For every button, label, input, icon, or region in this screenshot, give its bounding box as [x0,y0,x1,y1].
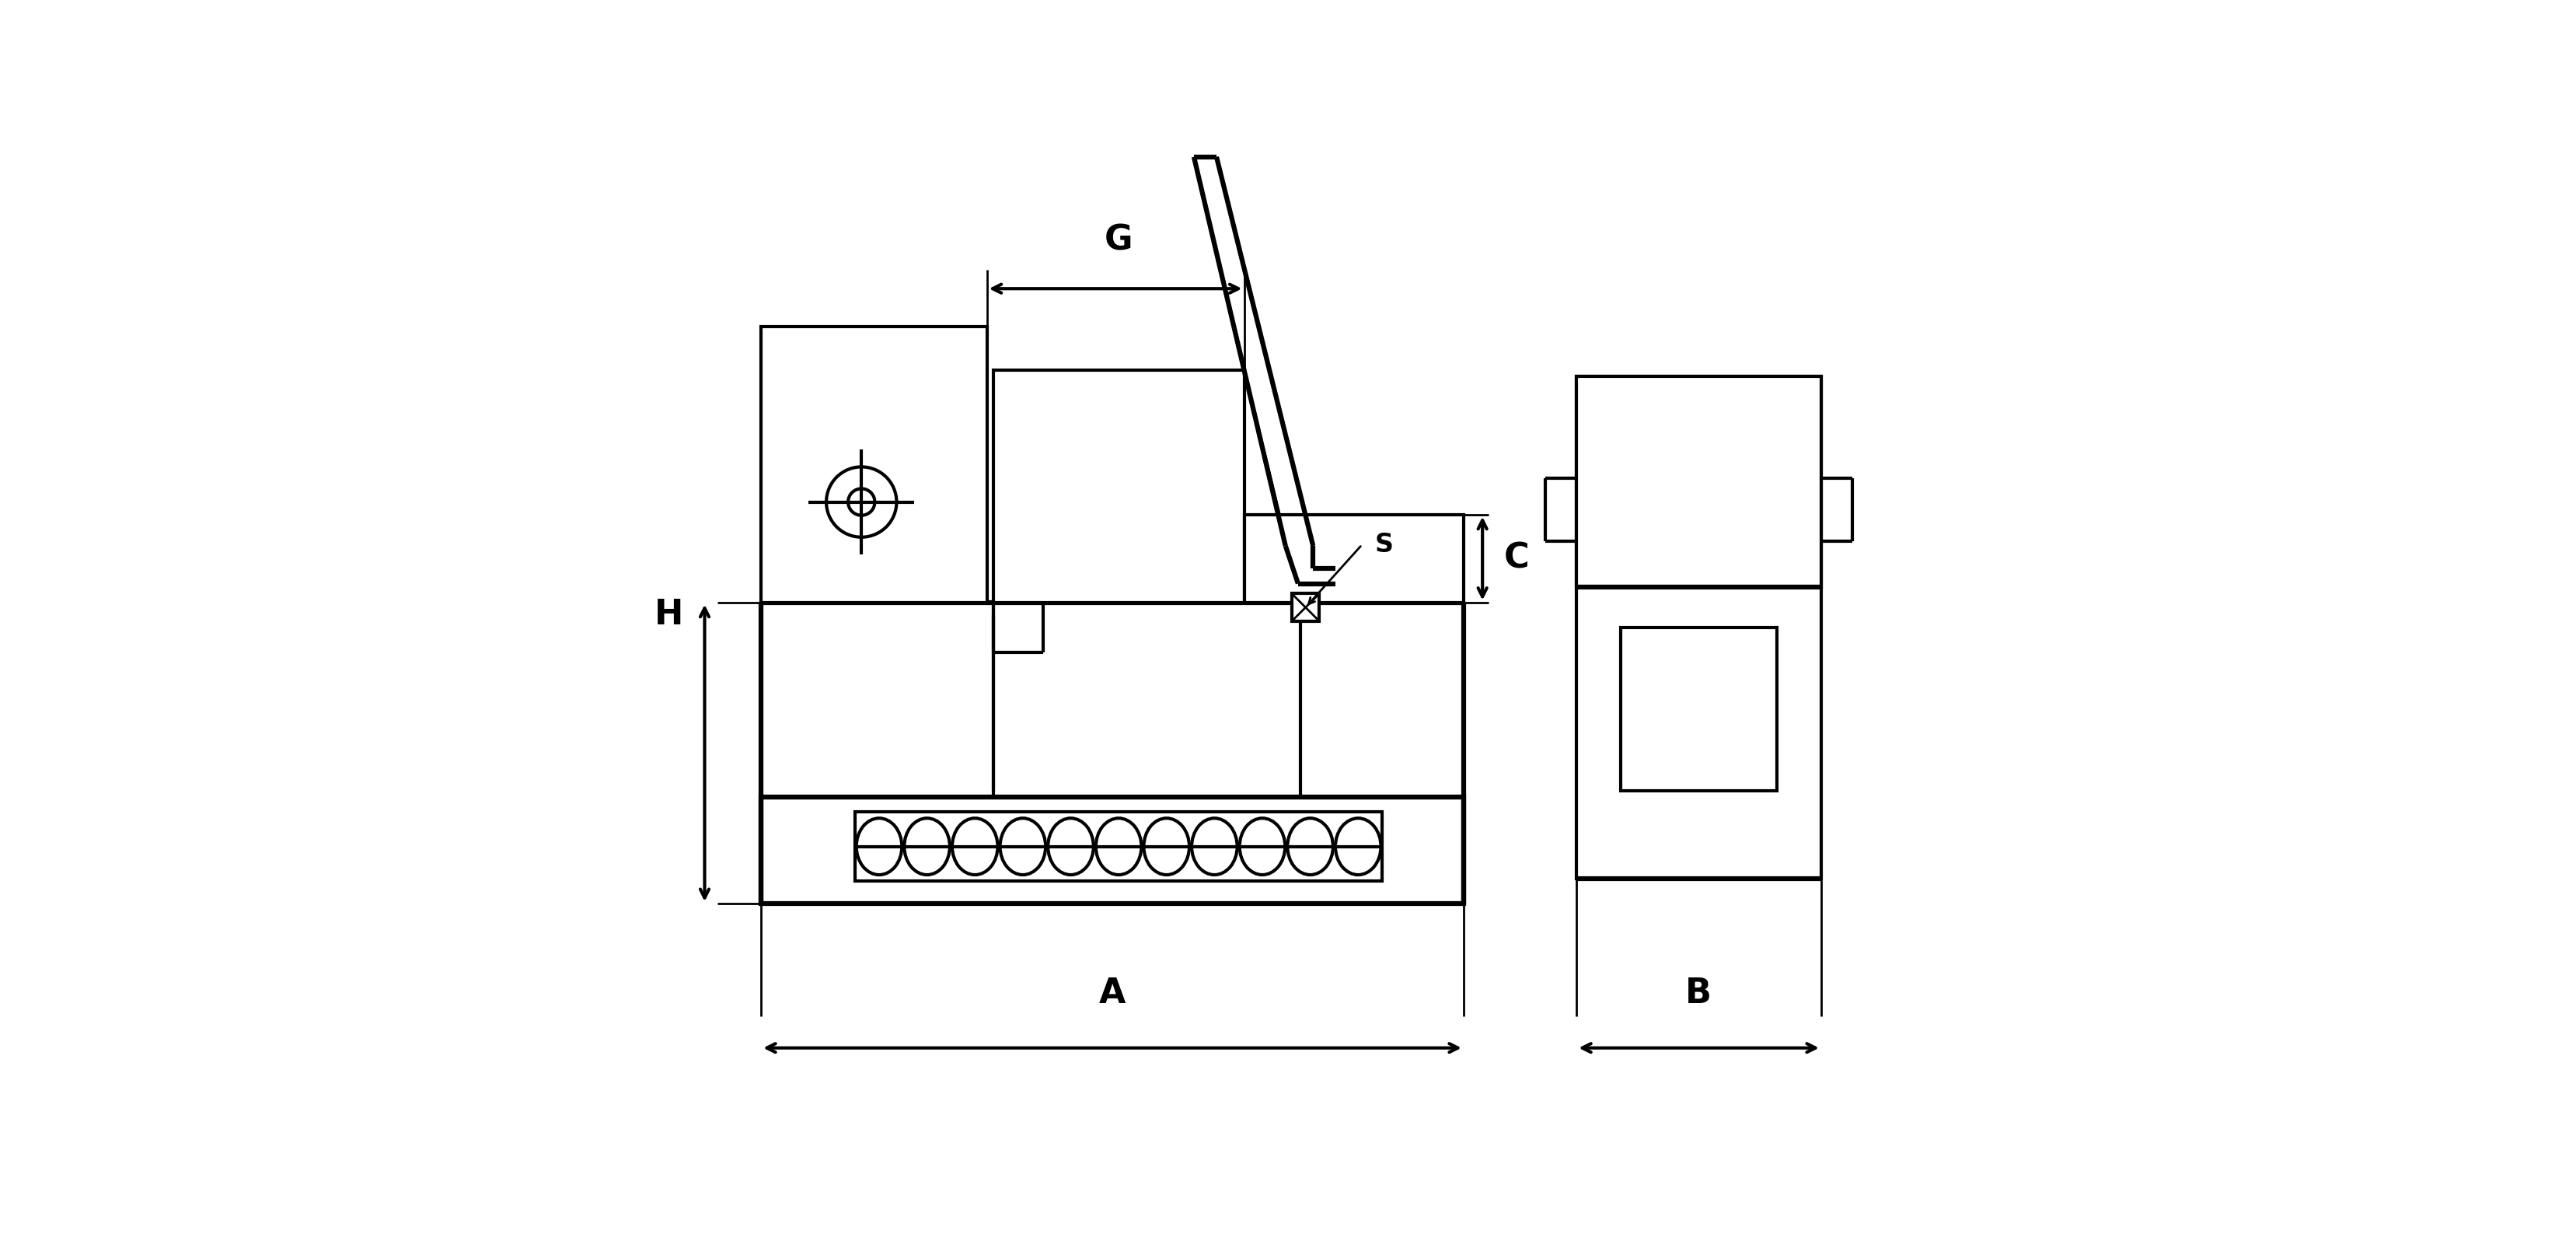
Text: H: H [654,599,683,631]
Bar [855,812,1383,881]
Bar [1244,515,1463,602]
Text: B: B [1685,976,1710,1010]
Bar [760,797,1463,904]
Bar [994,370,1244,602]
Text: C: C [1504,542,1530,575]
Text: S: S [1376,532,1394,557]
Bar [1577,376,1821,878]
Text: A: A [1100,976,1126,1010]
Bar [1577,376,1821,587]
Bar [760,326,987,602]
Bar [1620,628,1777,791]
Bar [760,602,1463,797]
Text: G: G [1105,223,1133,257]
Bar [1291,594,1319,621]
